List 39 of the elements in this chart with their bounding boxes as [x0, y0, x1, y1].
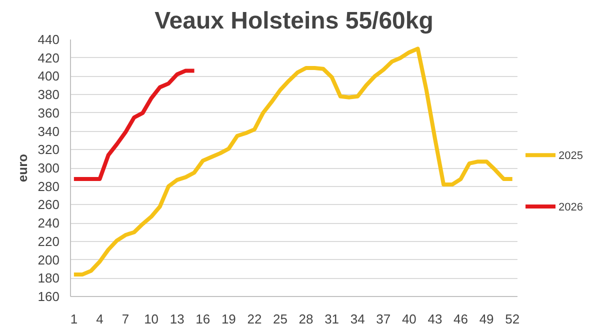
- y-tick-label: 320: [38, 142, 60, 158]
- x-tick-label: 22: [247, 312, 262, 326]
- chart-title: Veaux Holsteins 55/60kg: [154, 8, 434, 34]
- legend-label: 2025: [558, 150, 583, 162]
- y-tick-label: 360: [38, 105, 60, 120]
- x-tick-label: 7: [122, 312, 130, 326]
- x-tick-label: 10: [144, 312, 159, 326]
- x-tick-label: 37: [376, 312, 391, 326]
- legend-label: 2026: [558, 202, 583, 214]
- y-tick-label: 300: [38, 160, 60, 176]
- x-tick-label: 34: [350, 312, 365, 326]
- x-tick-label: 52: [505, 312, 520, 326]
- y-tick-label: 200: [38, 252, 60, 268]
- x-tick-label: 25: [273, 312, 288, 326]
- y-tick-label: 220: [38, 234, 60, 249]
- y-tick-label: 160: [38, 289, 60, 304]
- y-axis-title: euro: [14, 154, 30, 182]
- y-tick-label: 240: [38, 216, 60, 231]
- x-tick-label: 49: [479, 312, 494, 326]
- y-tick-label: 420: [38, 50, 60, 66]
- x-tick-label: 40: [402, 312, 416, 326]
- x-tick-label: 43: [428, 312, 442, 326]
- y-tick-label: 180: [38, 270, 60, 286]
- y-tick-label: 280: [38, 178, 60, 194]
- x-tick-label: 1: [70, 312, 78, 326]
- y-tick-label: 440: [38, 32, 60, 47]
- x-tick-label: 13: [170, 312, 184, 326]
- y-tick-label: 260: [38, 197, 60, 212]
- x-tick-label: 16: [196, 312, 210, 326]
- y-tick-label: 380: [38, 87, 60, 102]
- x-tick-label: 31: [324, 312, 340, 326]
- x-tick-label: 28: [298, 312, 314, 326]
- line-series: [72, 68, 196, 182]
- x-tick-label: 4: [96, 312, 104, 326]
- y-tick-label: 340: [38, 124, 60, 139]
- x-tick-label: 19: [221, 312, 236, 326]
- line-series: [72, 46, 514, 276]
- x-tick-label: 46: [454, 312, 468, 326]
- y-tick-label: 400: [38, 68, 60, 84]
